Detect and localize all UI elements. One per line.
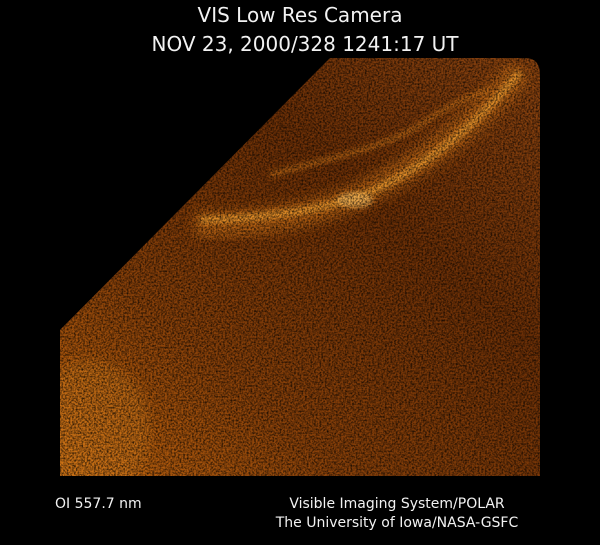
- credit-line: Visible Imaging System/POLAR: [289, 496, 505, 512]
- credit-line: The University of Iowa/NASA-GSFC: [275, 515, 519, 531]
- image-timestamp: NOV 23, 2000/328 1241:17 UT: [151, 32, 459, 56]
- wavelength-label: OI 557.7 nm: [55, 496, 142, 512]
- image-title: VIS Low Res Camera: [198, 3, 403, 27]
- aurora-image: [60, 58, 540, 476]
- image-noise: [60, 58, 540, 476]
